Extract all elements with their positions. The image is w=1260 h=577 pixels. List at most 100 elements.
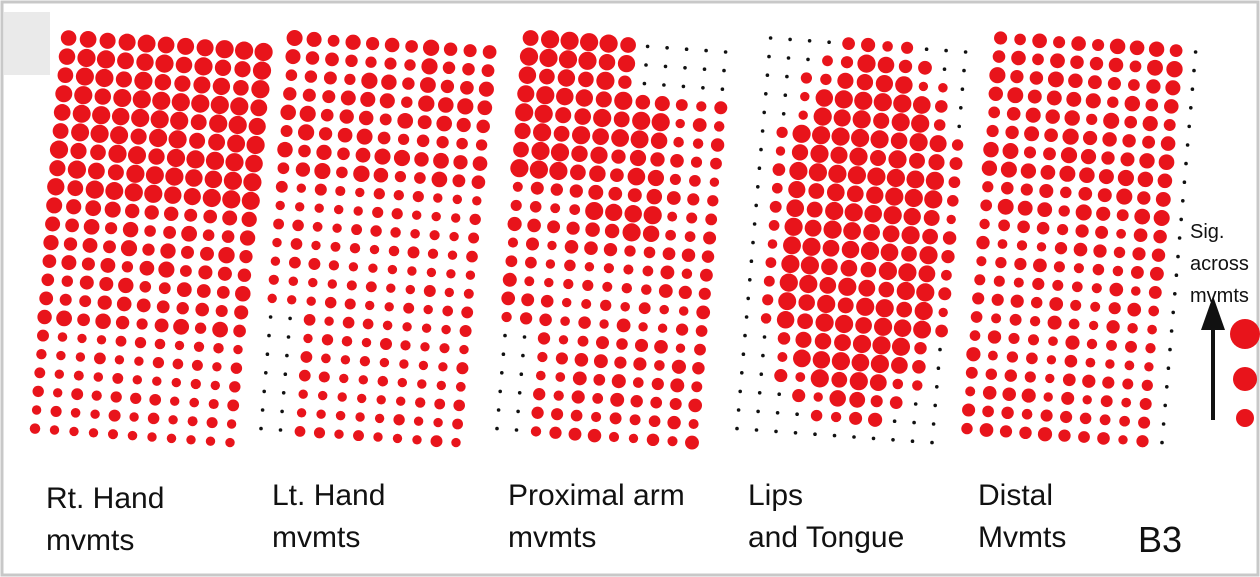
electrode [436,380,446,391]
electrode [765,73,770,77]
electrode [88,428,99,438]
electrode [684,47,689,51]
electrode [987,350,998,361]
electrode [893,94,912,113]
electrode [313,427,326,439]
electrode [298,144,311,158]
electrode [427,248,439,259]
electrode [468,232,480,244]
electrode [618,75,632,89]
electrode [81,257,95,271]
electrode [864,205,882,223]
electrode [670,378,685,393]
electrode [303,333,313,344]
electrode [384,57,397,70]
electrode [838,277,857,296]
electrode [103,240,116,254]
electrode [42,254,57,269]
electrode [830,411,842,423]
electrode [1146,79,1161,94]
electrode [355,147,371,163]
electrode [1106,320,1120,334]
electrode [798,110,808,120]
electrode [1043,392,1053,402]
electrode [851,128,870,148]
electrode [1071,281,1083,293]
electrode [1147,59,1163,76]
electrode [298,389,308,399]
electrode [1048,336,1058,347]
electrode [507,237,519,248]
electrode [1066,91,1082,107]
electrode [171,93,190,112]
electrode [47,178,65,196]
electrode [789,161,808,181]
electrode [922,228,938,245]
electrode [52,123,69,139]
electrode [912,96,931,114]
electrode [551,408,564,421]
electrode [969,330,981,341]
electrode [277,141,293,158]
electrode [938,347,942,352]
electrode [647,169,665,187]
electrode [1000,161,1017,178]
electrode [570,164,586,181]
electrode [37,309,52,325]
electrode [710,138,725,152]
corner-box [4,12,50,75]
electrode [673,136,684,148]
electrode [784,217,803,236]
electrode [418,95,435,112]
electrode [337,127,353,143]
electrode [776,311,795,329]
electrode [193,341,205,352]
electrode [916,283,935,302]
electrode [99,277,114,291]
electrode [1024,126,1040,142]
electrode [298,369,311,382]
electrode [476,119,490,134]
electrode [1092,263,1105,276]
electrode [1091,283,1102,294]
electrode [667,415,681,430]
electrode [806,201,823,218]
electrode [222,190,241,209]
electrode [581,298,592,310]
electrode [623,264,634,275]
electrode [1119,415,1130,427]
electrode [1054,242,1068,255]
electrode [1052,279,1064,291]
electrode [574,108,592,125]
electrode [831,127,850,146]
electrode [278,428,283,432]
electrode [851,353,870,372]
electrode [863,224,880,241]
electrode [785,74,789,79]
electrode [620,37,636,53]
electrode [67,160,86,179]
electrode [212,362,222,372]
electrode [849,372,868,391]
electrode [764,92,768,96]
electrode [1075,204,1092,221]
electrode [553,390,564,401]
electrode [929,135,947,153]
electrode [572,126,591,145]
electrode [90,124,109,143]
electrode [530,426,542,437]
electrode [463,288,474,299]
electrode [624,205,642,223]
electrode [1136,435,1149,448]
electrode [172,358,184,370]
electrode [174,340,185,351]
electrode [117,52,134,70]
electrode [1085,93,1101,109]
electrode [335,185,346,197]
electrode [1155,191,1171,207]
electrode [906,170,925,189]
electrode [296,183,306,193]
electrode [578,316,591,329]
electrode [873,112,890,129]
electrode [431,211,441,222]
